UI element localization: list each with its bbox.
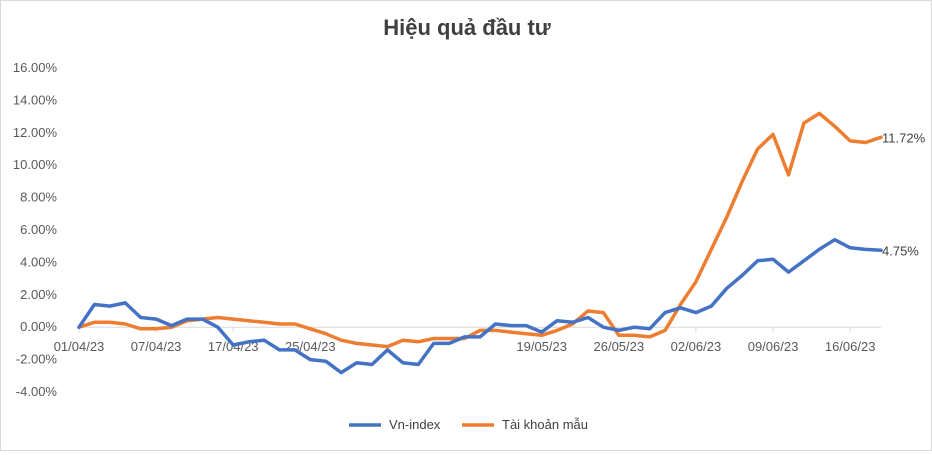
x-tick-label: 02/06/23 bbox=[671, 339, 722, 354]
end-data-label: 11.72% bbox=[882, 130, 926, 145]
y-tick-label: -2.00% bbox=[16, 352, 58, 367]
y-tick-label: 2.00% bbox=[20, 287, 57, 302]
series-line-tai-khoan-mau bbox=[77, 111, 883, 349]
x-tick-label: 26/05/23 bbox=[594, 339, 645, 354]
x-tick-label: 01/04/23 bbox=[54, 339, 105, 354]
x-tick-label: 16/06/23 bbox=[825, 339, 876, 354]
end-data-label: 4.75% bbox=[882, 243, 919, 258]
x-axis: 01/04/23 07/04/23 17/04/23 25/04/23 19/05/23… bbox=[54, 326, 881, 354]
legend-label: Tài khoản mẫu bbox=[502, 417, 588, 432]
y-tick-label: 0.00% bbox=[20, 319, 57, 334]
y-tick-label: 10.00% bbox=[13, 157, 58, 172]
x-tick-label: 25/04/23 bbox=[285, 339, 336, 354]
y-tick-label: 4.00% bbox=[20, 254, 57, 269]
x-tick-label: 09/06/23 bbox=[748, 339, 799, 354]
x-tick-label: 19/05/23 bbox=[516, 339, 567, 354]
y-tick-label: 6.00% bbox=[20, 222, 57, 237]
legend: Vn-index Tài khoản mẫu bbox=[349, 417, 588, 432]
series-group: 4.75% 11.72% bbox=[77, 111, 926, 375]
y-tick-label: 12.00% bbox=[13, 125, 58, 140]
y-tick-label: 14.00% bbox=[13, 92, 58, 107]
x-tick-label: 07/04/23 bbox=[131, 339, 182, 354]
y-axis: -4.00% -2.00% 0.00% 2.00% 4.00% 6.00% 8.00% 10.… bbox=[13, 60, 58, 399]
legend-label: Vn-index bbox=[389, 417, 441, 432]
series-line-vn-index bbox=[77, 237, 883, 375]
chart-title: Hiệu quả đầu tư bbox=[383, 15, 551, 40]
y-tick-label: -4.00% bbox=[16, 384, 58, 399]
y-tick-label: 8.00% bbox=[20, 190, 57, 205]
y-tick-label: 16.00% bbox=[13, 60, 58, 75]
